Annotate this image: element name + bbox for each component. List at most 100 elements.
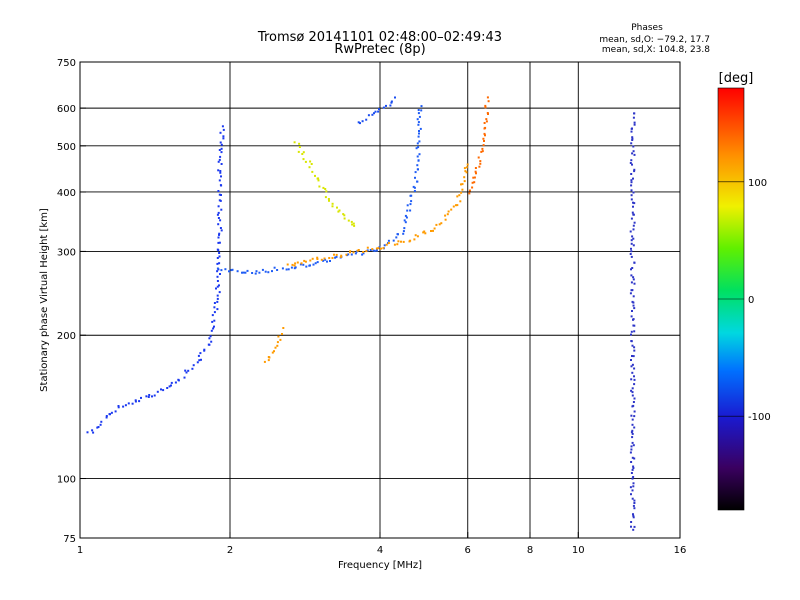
trace-point	[320, 258, 323, 261]
trace-point	[220, 184, 223, 187]
trace-point	[114, 410, 117, 413]
trace-point	[153, 394, 156, 397]
trace-point	[217, 169, 220, 172]
trace-point	[632, 295, 635, 298]
trace-point	[630, 493, 632, 496]
trace-point	[231, 268, 234, 271]
trace-point	[630, 198, 633, 201]
trace-point	[631, 139, 634, 141]
trace-point	[221, 125, 224, 128]
trace-point	[463, 180, 466, 183]
trace-point	[633, 507, 636, 510]
trace-point	[433, 227, 436, 230]
trace-point	[219, 141, 222, 144]
trace-point	[632, 201, 634, 204]
trace-point	[192, 364, 195, 367]
trace-point	[199, 352, 202, 355]
trace-point	[402, 232, 405, 235]
y-axis-label: Stationary phase Virtual Height [km]	[39, 208, 50, 392]
trace-point	[218, 232, 221, 235]
trace-point	[382, 247, 385, 250]
x-axis-ticks: 1 2 4 6 8 10 16	[77, 532, 686, 556]
trace-point	[215, 287, 217, 290]
trace-point	[347, 253, 350, 256]
trace-point	[316, 261, 319, 264]
trace-point	[263, 360, 266, 363]
trace-point	[632, 476, 635, 478]
trace-point	[220, 208, 223, 211]
trace-point	[633, 349, 636, 352]
trace-point	[302, 158, 305, 161]
trace-point	[218, 255, 221, 258]
trace-point	[217, 217, 220, 219]
trace-point	[630, 472, 633, 474]
trace-point	[293, 141, 296, 144]
trace-point	[416, 164, 419, 167]
trace-point	[220, 151, 223, 154]
trace-point	[630, 378, 633, 381]
trace-point	[185, 371, 188, 374]
trace-point	[200, 358, 202, 361]
trace-point	[452, 205, 455, 208]
trace-point	[366, 246, 369, 249]
y-axis-ticks: 75 100 200 300 400 500 600 750	[57, 58, 86, 545]
trace-point	[633, 410, 636, 413]
trace-point	[350, 253, 353, 256]
trace-point	[213, 306, 216, 309]
trace-point	[632, 485, 635, 488]
trace-point	[271, 270, 273, 273]
trace-point	[409, 209, 412, 212]
trace-point	[312, 263, 315, 266]
trace-point	[417, 112, 420, 115]
trace-point	[281, 333, 283, 335]
trace-point	[632, 145, 635, 148]
trace-point	[631, 497, 634, 500]
trace-point	[630, 239, 633, 242]
trace-point	[465, 166, 468, 169]
trace-point	[630, 333, 632, 336]
trace-point	[483, 132, 486, 135]
trace-point	[631, 136, 634, 139]
trace-point	[450, 208, 453, 211]
x-tick-label: 8	[527, 545, 533, 556]
trace-point	[393, 243, 396, 246]
trace-point	[317, 179, 320, 182]
trace-point	[632, 516, 635, 519]
trace-point	[242, 271, 245, 274]
trace-point	[331, 202, 334, 205]
y-tick-label: 400	[57, 188, 76, 199]
trace-point	[213, 311, 216, 314]
trace-point	[325, 190, 328, 193]
trace-point	[632, 205, 634, 208]
trace-point	[424, 232, 427, 235]
trace-point	[357, 121, 360, 124]
trace-point	[340, 255, 343, 258]
trace-point	[222, 137, 225, 140]
trace-point	[390, 100, 393, 103]
trace-point	[633, 378, 636, 381]
trace-point	[409, 239, 412, 242]
trace-point	[633, 457, 636, 460]
trace-point	[241, 271, 243, 274]
trace-point	[630, 281, 633, 284]
trace-point	[359, 122, 361, 125]
trace-point	[633, 282, 636, 285]
trace-point	[329, 260, 331, 262]
trace-point	[216, 248, 219, 251]
trace-point	[375, 249, 378, 252]
trace-point	[396, 233, 399, 236]
trace-point	[631, 436, 634, 439]
trace-point	[216, 267, 219, 270]
trace-point	[340, 254, 343, 257]
trace-point	[630, 359, 632, 361]
trace-point	[465, 171, 468, 174]
trace-point	[216, 270, 219, 273]
chart-title: Tromsø 20141101 02:48:00–02:49:43	[257, 30, 502, 45]
trace-point	[258, 271, 261, 274]
colorbar-ticks: 100 0 -100	[718, 178, 771, 423]
trace-point	[413, 238, 416, 241]
trace-point	[630, 130, 633, 133]
trace-point	[124, 404, 127, 407]
trace-point	[415, 147, 418, 150]
